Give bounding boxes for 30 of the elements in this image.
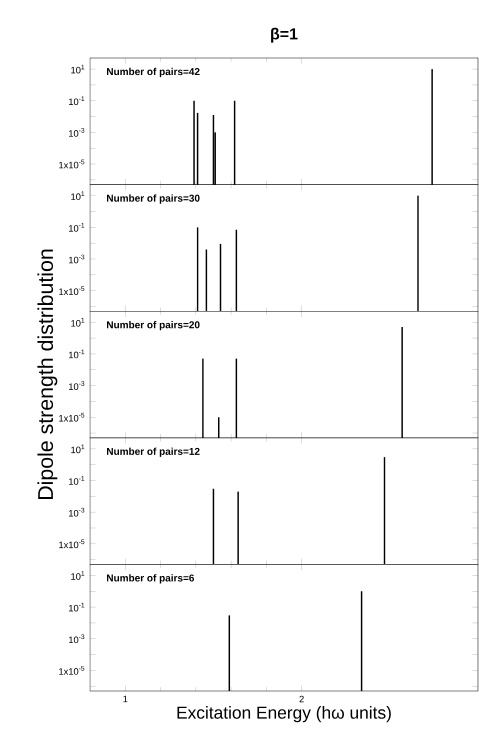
y-tick-label: 10$^{-1}$: [69, 222, 84, 232]
x-tick-label: 1: [123, 696, 128, 702]
y-tick-label: 1x10$^{-5}$: [59, 286, 84, 295]
y-tick-label: 1x10$^{-5}$: [59, 666, 84, 675]
y-tick-label: 10$^{-1}$: [69, 350, 84, 358]
y-tick-label: 10$^{1}$: [71, 64, 84, 74]
y-tick-label: 10$^{-1}$: [69, 96, 84, 106]
y-tick-label: 10$^{-3}$: [69, 508, 84, 517]
y-tick-label: 10$^{-1}$: [69, 602, 84, 612]
x-tick-label: 2: [299, 696, 304, 702]
annotation: Number of pairs=42: [107, 68, 200, 78]
y-tick-label: 10$^{1}$: [71, 444, 84, 454]
chart-title: β=1: [271, 28, 298, 43]
y-tick-label: 10$^{-1}$: [69, 476, 84, 485]
y-tick-label: 10$^{-3}$: [69, 254, 84, 264]
annotation: Number of pairs=20: [107, 320, 200, 330]
annotation: Number of pairs=12: [107, 448, 200, 457]
y-tick-label: 1x10$^{-5}$: [59, 160, 84, 168]
y-tick-label: 10$^{1}$: [71, 318, 84, 327]
y-tick-label: 1x10$^{-5}$: [59, 412, 84, 422]
annotation: Number of pairs=30: [107, 194, 200, 204]
y-axis-title: Dipole strength distribution: [37, 250, 58, 500]
y-tick-label: 10$^{-3}$: [69, 381, 84, 390]
annotation: Number of pairs=6: [107, 574, 194, 584]
y-tick-label: 10$^{1}$: [71, 191, 84, 200]
y-tick-label: 10$^{1}$: [71, 571, 84, 580]
y-tick-label: 10$^{-3}$: [69, 128, 84, 137]
x-axis-title: Excitation Energy (hω units): [177, 706, 391, 722]
y-tick-label: 10$^{-3}$: [69, 634, 84, 644]
y-tick-label: 1x10$^{-5}$: [59, 539, 84, 548]
